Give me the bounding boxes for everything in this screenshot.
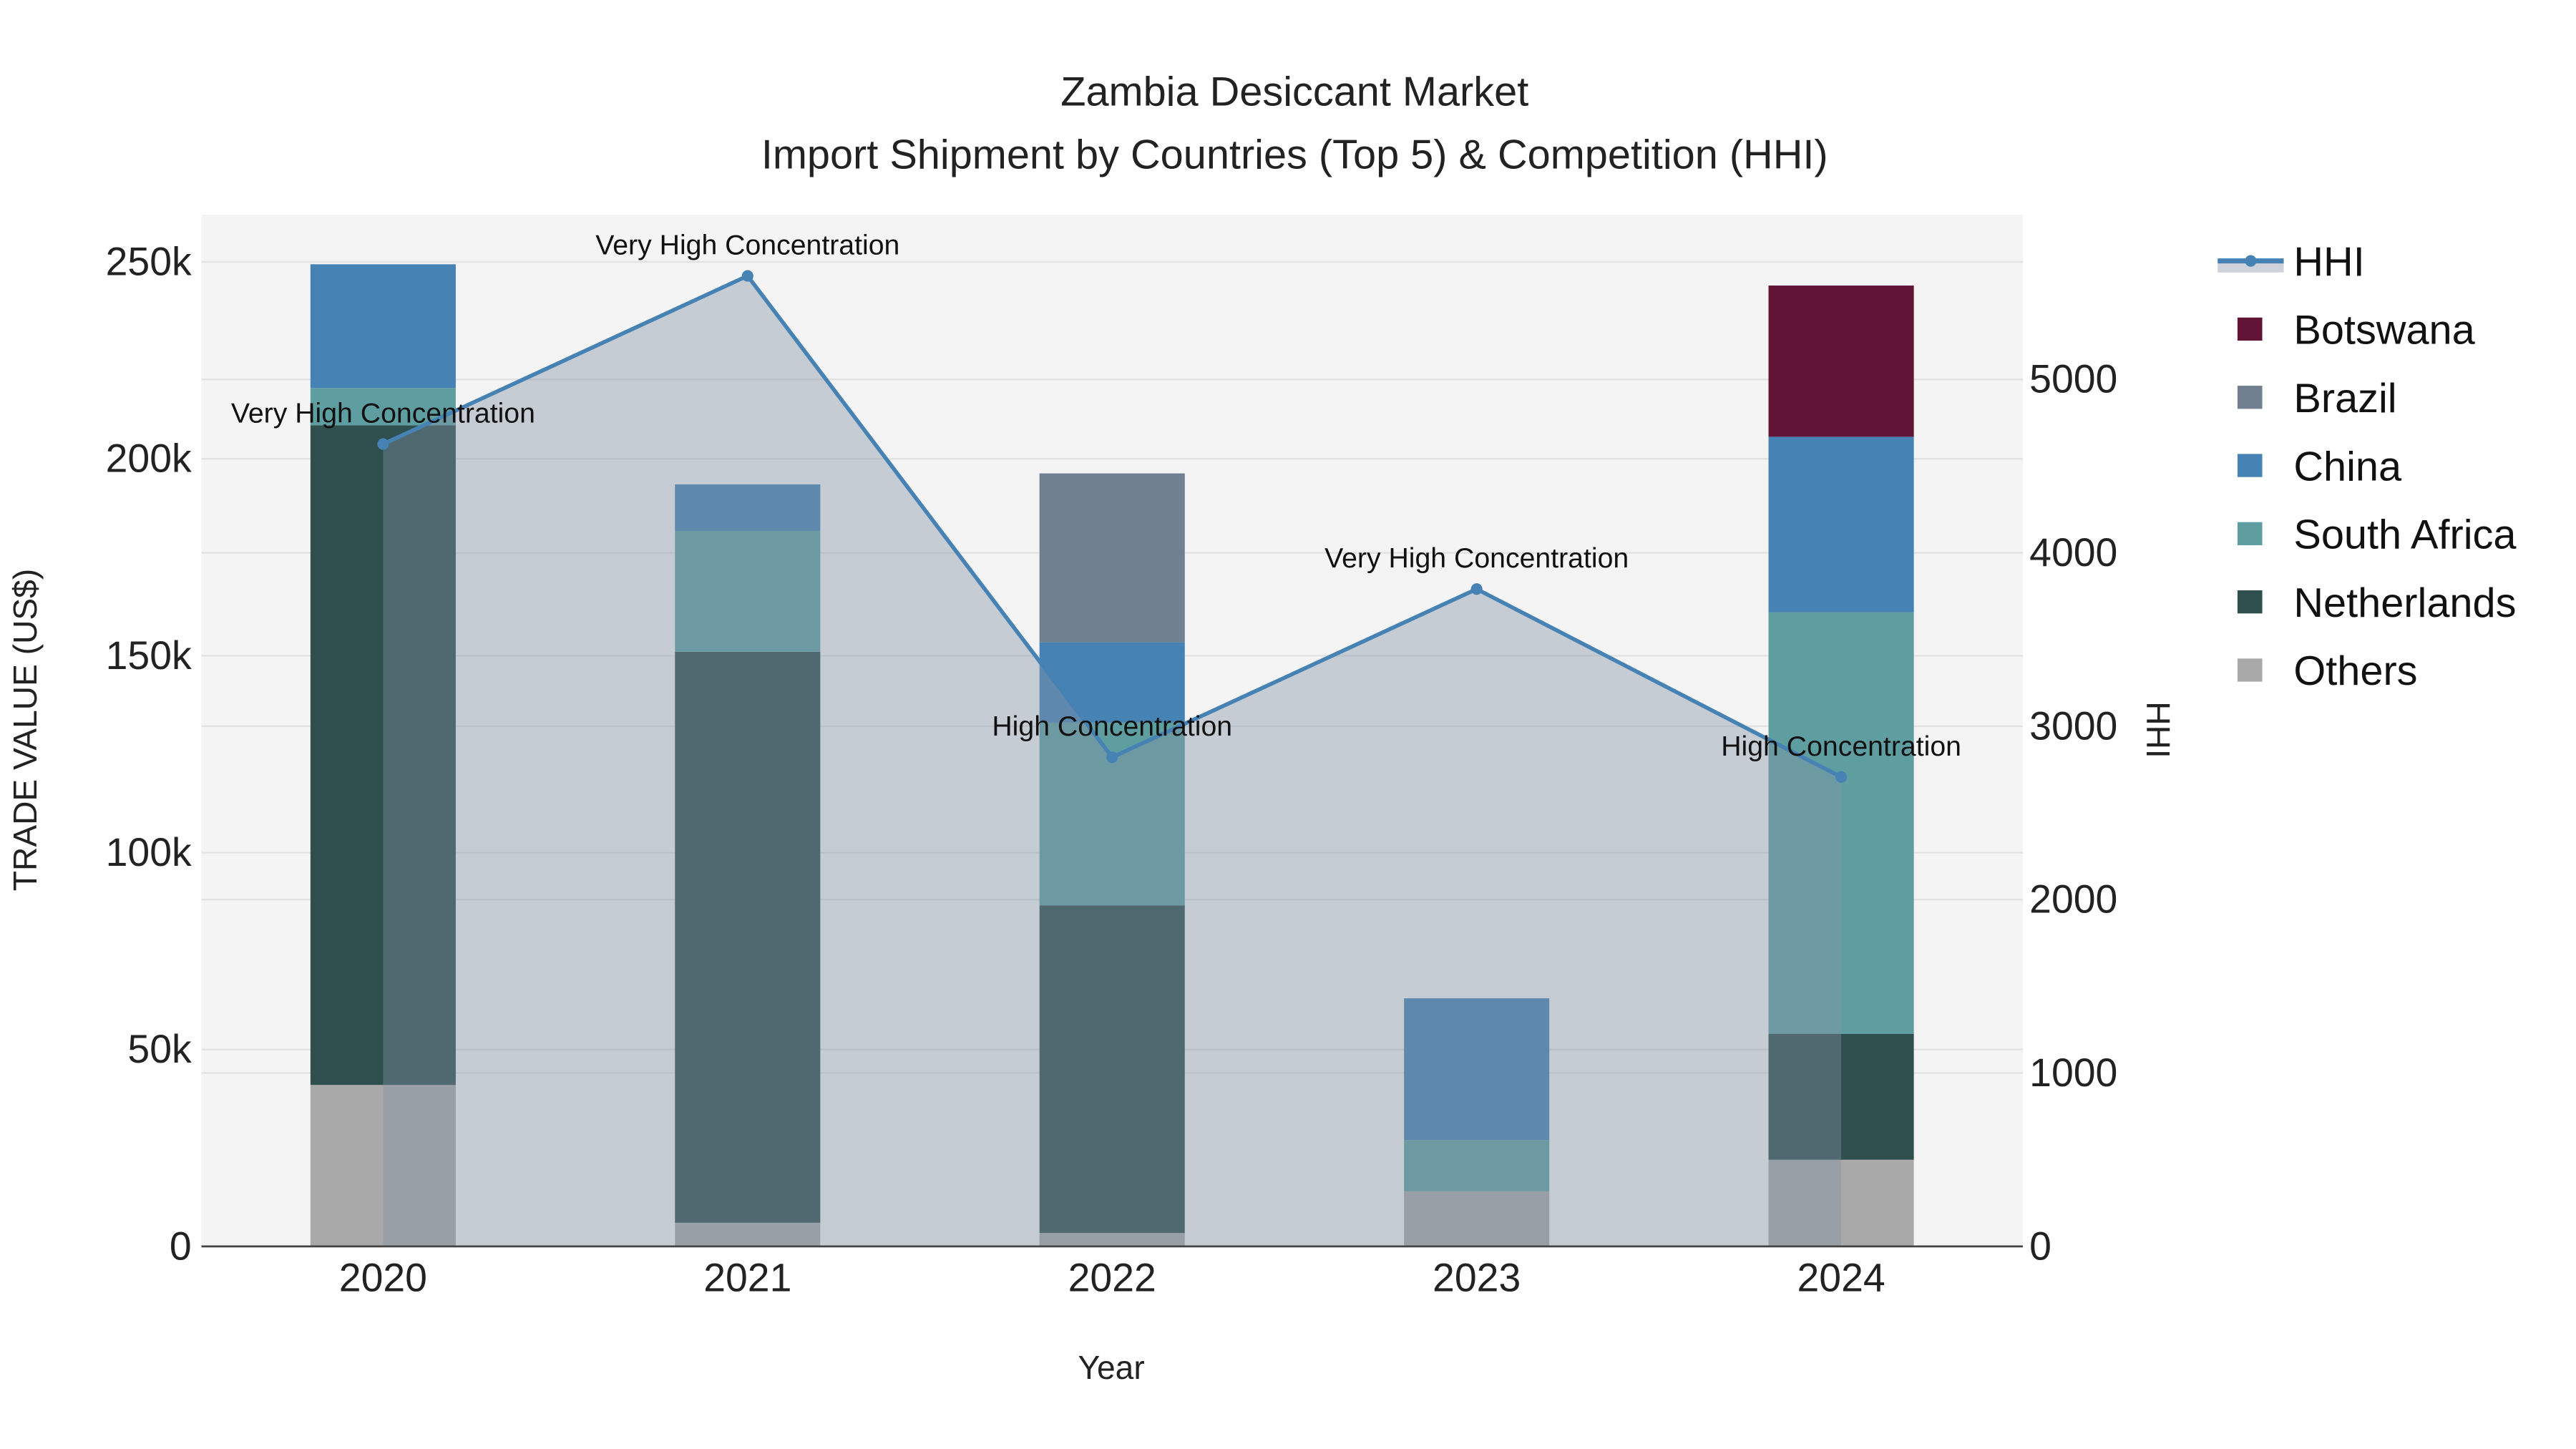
- hhi-annotation: Very High Concentration: [595, 230, 899, 261]
- y2-tick-label: 2000: [2029, 877, 2117, 922]
- chart-subtitle: Import Shipment by Countries (Top 5) & C…: [761, 132, 1828, 177]
- axes: 0 50k 100k 150k 200k 250k 0 1000 2000 3000 4000 500…: [106, 240, 2118, 1300]
- hhi-point: [1835, 771, 1848, 783]
- x-axis-title: Year: [1078, 1349, 1144, 1386]
- legend-label: Netherlands: [2293, 580, 2516, 626]
- legend-swatch-china: [2237, 454, 2263, 477]
- hhi-series: Very High Concentration Very High Concent…: [231, 230, 1961, 1246]
- hhi-point: [1470, 583, 1483, 595]
- hhi-point: [1106, 751, 1118, 763]
- legend-label: Botswana: [2293, 308, 2475, 353]
- hhi-annotation: Very High Concentration: [231, 398, 535, 429]
- legend-label: Others: [2293, 648, 2417, 694]
- hhi-annotation: High Concentration: [992, 711, 1232, 742]
- hhi-point: [741, 270, 753, 282]
- legend-swatch-south-africa: [2237, 522, 2263, 545]
- bar-brazil: [1039, 473, 1185, 643]
- x-tick-label: 2020: [339, 1256, 427, 1300]
- bar-south-africa: [675, 530, 821, 652]
- legend: HHI Botswana Brazil China South Africa Nether…: [2218, 239, 2517, 694]
- legend-swatch-brazil: [2237, 386, 2263, 409]
- hhi-annotation: Very High Concentration: [1324, 542, 1629, 574]
- y-tick-label: 150k: [106, 633, 192, 678]
- bar-netherlands: [675, 651, 821, 1223]
- bar-others: [310, 1085, 456, 1246]
- y2-tick-label: 0: [2029, 1224, 2051, 1268]
- bar-south-africa: [310, 388, 456, 426]
- bar-others: [1039, 1233, 1185, 1246]
- y-axis-title: TRADE VALUE (US$): [6, 569, 44, 891]
- hhi-annotation: High Concentration: [1721, 731, 1961, 762]
- legend-label: South Africa: [2293, 512, 2517, 558]
- x-tick-label: 2023: [1433, 1256, 1521, 1300]
- bar-others: [675, 1222, 821, 1246]
- y2-axis-title: HHI: [2140, 701, 2177, 758]
- bar-netherlands: [1768, 1033, 1914, 1160]
- legend-label: China: [2293, 444, 2402, 489]
- bar-china: [1039, 642, 1185, 723]
- y-tick-label: 100k: [106, 830, 192, 874]
- bar-others: [1404, 1191, 1550, 1246]
- legend-swatch-netherlands: [2237, 590, 2263, 614]
- legend-label: Brazil: [2293, 376, 2396, 421]
- y2-tick-label: 5000: [2029, 357, 2117, 401]
- bar-netherlands: [1039, 905, 1185, 1234]
- bar-south-africa: [1768, 612, 1914, 1034]
- bar-china: [1404, 998, 1550, 1141]
- legend-swatch-botswana: [2237, 317, 2263, 341]
- bar-china: [1768, 436, 1914, 613]
- bar-china: [310, 264, 456, 389]
- y-tick-label: 250k: [106, 240, 192, 284]
- y2-tick-label: 1000: [2029, 1050, 2117, 1095]
- bar-others: [1768, 1159, 1914, 1246]
- x-tick-label: 2021: [703, 1256, 791, 1300]
- hhi-point: [377, 438, 389, 450]
- y-tick-label: 200k: [106, 436, 192, 481]
- y2-tick-label: 4000: [2029, 530, 2117, 575]
- y-tick-label: 50k: [127, 1027, 192, 1071]
- bar-china: [675, 484, 821, 531]
- legend-swatch-others: [2237, 658, 2263, 682]
- bars: [310, 264, 1914, 1246]
- legend-hhi-marker: [2245, 255, 2257, 267]
- y-tick-label: 0: [170, 1224, 192, 1268]
- bar-south-africa: [1404, 1140, 1550, 1191]
- x-tick-label: 2024: [1797, 1256, 1885, 1300]
- bar-netherlands: [310, 425, 456, 1085]
- x-tick-label: 2022: [1068, 1256, 1156, 1300]
- chart-title: Zambia Desiccant Market: [1060, 69, 1528, 115]
- y2-tick-label: 3000: [2029, 703, 2117, 748]
- bar-botswana: [1768, 286, 1914, 437]
- legend-label: HHI: [2293, 239, 2364, 285]
